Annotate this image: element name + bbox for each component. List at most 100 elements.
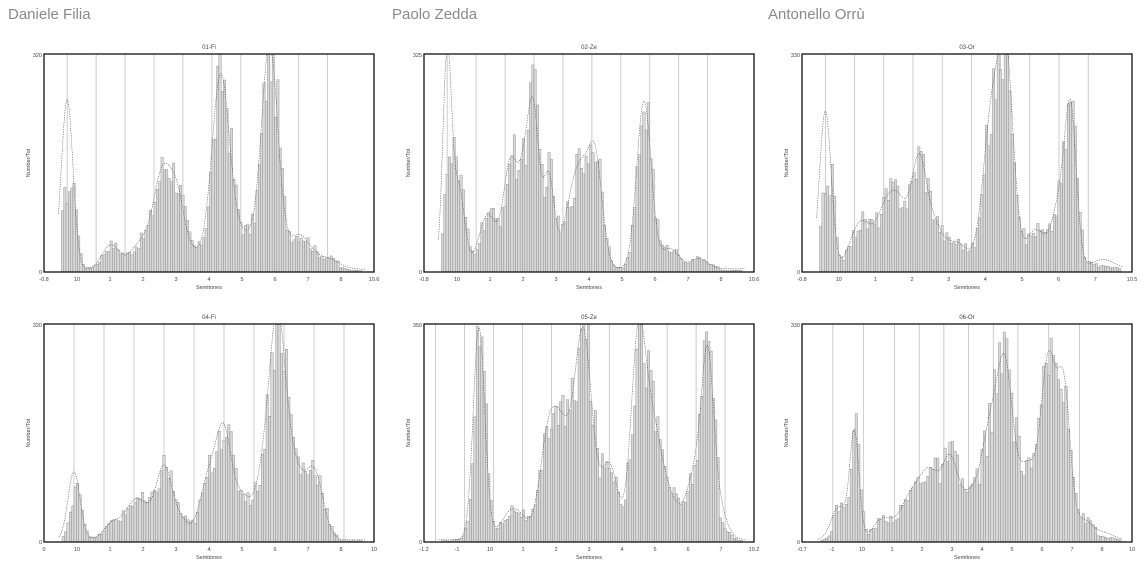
- p4-bar-47: [174, 499, 178, 543]
- p3-bar-127: [1116, 267, 1119, 273]
- p6-x-tick-5: 3: [950, 547, 953, 553]
- p6-bar-100: [1067, 428, 1070, 543]
- p3-bar-83: [1013, 162, 1016, 273]
- p4-bar-39: [155, 491, 159, 543]
- p1-bar-95: [281, 168, 284, 273]
- p6-bar-101: [1069, 450, 1073, 543]
- p1-bar-70: [223, 79, 226, 273]
- p1-x-tick-10: 10.6: [369, 277, 380, 283]
- p2-bar-23: [494, 218, 498, 273]
- p3-bar-66: [973, 247, 977, 273]
- p6-bar-85: [1030, 467, 1033, 543]
- p1-bar-77: [239, 221, 243, 273]
- p4-bar-68: [225, 437, 228, 543]
- p4-bar-0: [61, 536, 65, 543]
- p3-bar-98: [1048, 223, 1051, 273]
- p6-bar-111: [1094, 527, 1098, 543]
- p3-bar-10: [842, 259, 846, 273]
- p5-x-axis-label: Semitones: [576, 555, 602, 561]
- p6-bar-115: [1104, 537, 1107, 543]
- p4-bar-59: [203, 482, 207, 543]
- p5-x-tick-2: 10: [487, 547, 493, 553]
- p5-bar-15: [475, 325, 479, 543]
- p3-bar-117: [1092, 264, 1096, 273]
- p6-x-tick-4: 2: [920, 547, 923, 553]
- histogram-panel-6: 06-Or -0.7 -1 10 1 2 3 4 5 6 7 8 10 330 0 Semitones Numb…: [768, 308, 1138, 568]
- p4-bar-18: [105, 526, 108, 543]
- p5-bar-50: [556, 425, 560, 543]
- p2-bar-24: [496, 218, 500, 273]
- p6-bar-5: [832, 515, 836, 543]
- p3-bar-76: [996, 53, 1000, 273]
- p5-bar-19: [485, 403, 488, 543]
- p5-bar-56: [570, 377, 574, 543]
- histogram-svg-6: 06-Or -0.7 -1 10 1 2 3 4 5 6 7 8 10 330 0 Semitones Numb…: [784, 315, 1135, 561]
- p1-bar-9: [82, 264, 85, 273]
- p4-bar-53: [189, 521, 192, 543]
- histogram-svg-2: 02-Ze -0.8 10 1 2 3 4 5 6 7 8 10.6 325 0 Semitones Numb…: [406, 45, 759, 291]
- p4-bar-32: [138, 498, 142, 543]
- p6-bar-81: [1020, 471, 1023, 543]
- p1-bar-1: [63, 187, 67, 273]
- p3-bar-70: [982, 174, 986, 273]
- p2-bar-37: [526, 129, 530, 273]
- p2-bar-25: [499, 226, 502, 273]
- p6-bar-107: [1084, 523, 1088, 543]
- p6-bar-29: [891, 522, 895, 543]
- p6-bar-65: [980, 449, 984, 543]
- p3-bar-121: [1102, 265, 1105, 273]
- p6-bar-62: [973, 477, 977, 543]
- p6-bar-97: [1059, 389, 1063, 543]
- p5-bar-120: [719, 517, 722, 543]
- p2-bar-40: [533, 69, 537, 273]
- p3-bar-95: [1041, 229, 1044, 273]
- p3-bar-43: [919, 151, 923, 273]
- p6-x-tick-10: 8: [1100, 547, 1103, 553]
- p5-bar-121: [721, 522, 725, 543]
- p5-bar-66: [594, 410, 597, 543]
- p1-bar-81: [248, 233, 252, 273]
- p6-bar-113: [1099, 536, 1102, 543]
- p1-bar-73: [230, 128, 233, 273]
- p3-bar-86: [1020, 230, 1023, 273]
- p5-bar-58: [575, 401, 579, 543]
- p6-bar-48: [938, 483, 942, 543]
- p3-bar-8: [838, 254, 841, 273]
- p2-bar-11: [466, 228, 470, 273]
- p5-bar-105: [684, 502, 688, 543]
- p4-bar-97: [294, 448, 298, 543]
- p6-bar-42: [923, 481, 927, 543]
- p6-x-tick-2: 10: [859, 547, 865, 553]
- p1-bar-60: [200, 245, 203, 273]
- p3-bar-67: [975, 228, 979, 273]
- p1-bar-42: [158, 181, 162, 273]
- p1-bar-39: [151, 215, 155, 273]
- p2-bar-84: [635, 166, 639, 273]
- p2-bar-39: [531, 64, 535, 273]
- p6-bar-78: [1012, 441, 1016, 543]
- p5-bar-16: [478, 346, 481, 543]
- p6-bar-16: [859, 489, 863, 543]
- p1-bar-110: [315, 251, 319, 273]
- p2-bar-75: [614, 267, 618, 273]
- p5-bar-36: [524, 520, 528, 543]
- p6-bar-80: [1017, 435, 1021, 543]
- p4-bar-41: [160, 470, 163, 543]
- p6-bar-41: [921, 482, 925, 543]
- p2-bar-2: [445, 173, 449, 273]
- p3-bar-24: [875, 212, 879, 273]
- p3-bar-119: [1097, 267, 1101, 273]
- p4-x-axis-label: Semitones: [196, 555, 222, 561]
- p1-bar-100: [292, 239, 296, 273]
- p1-x-tick-1: 10: [74, 277, 80, 283]
- p4-bar-105: [313, 475, 317, 543]
- p2-bar-86: [640, 125, 644, 273]
- p3-bar-21: [868, 219, 872, 273]
- p2-bar-46: [547, 152, 551, 273]
- p5-x-tick-0: -1.2: [419, 547, 428, 553]
- p2-bar-61: [582, 173, 586, 273]
- p6-bar-14: [854, 413, 858, 543]
- p4-x-tick-7: 6: [273, 547, 276, 553]
- p5-bar-23: [494, 528, 498, 543]
- histogram-svg-5: 05-Ze -1.2 -1 10 1 2 3 4 5 6 7 10.2 350 0 Semitones Num…: [406, 315, 759, 561]
